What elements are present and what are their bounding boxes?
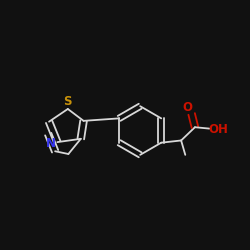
Text: O: O <box>183 101 193 114</box>
Text: N: N <box>46 137 56 150</box>
Text: S: S <box>63 95 72 108</box>
Text: OH: OH <box>208 124 228 136</box>
